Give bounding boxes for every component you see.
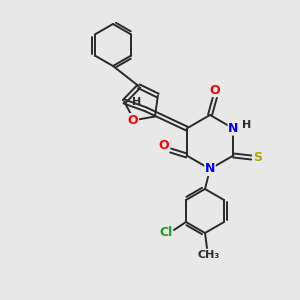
Text: N: N [228,122,239,135]
Text: H: H [132,98,141,107]
Text: O: O [210,83,220,97]
Text: H: H [242,121,251,130]
Text: N: N [205,163,215,176]
Text: CH₃: CH₃ [198,250,220,260]
Text: O: O [158,139,169,152]
Text: O: O [128,114,138,127]
Text: Cl: Cl [159,226,172,239]
Text: S: S [253,151,262,164]
